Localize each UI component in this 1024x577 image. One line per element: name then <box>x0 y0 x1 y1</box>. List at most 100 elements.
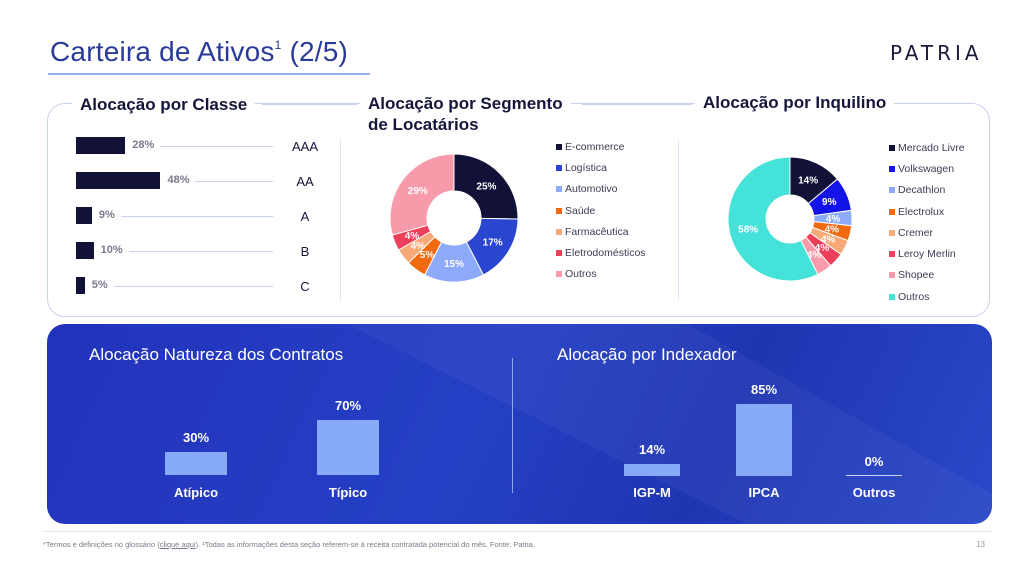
classe-leader-line <box>128 251 273 252</box>
indexador-title: Alocação por Indexador <box>557 345 737 364</box>
column-divider <box>340 140 341 300</box>
legend-label: Electrolux <box>898 205 945 218</box>
page-title-text: Carteira de Ativos <box>50 36 275 67</box>
donut-slice-label: 4% <box>826 214 841 225</box>
legend-item: Logística <box>556 157 646 178</box>
segmento-title-line1: Alocação por Segmento <box>368 94 563 113</box>
segmento-legend: E-commerce Logística Automotivo Saúde Fa… <box>556 136 646 285</box>
legend-swatch <box>889 208 895 215</box>
donut-slice-label: 4% <box>807 250 822 261</box>
legend-swatch <box>889 144 895 151</box>
natureza-bar <box>317 420 379 475</box>
footer-text: *Termos e definições no glossário ( <box>43 540 160 549</box>
classe-title: Alocação por Classe <box>72 95 256 115</box>
classe-leader-line <box>120 216 273 217</box>
inquilino-title: Alocação por Inquilino <box>695 93 895 113</box>
legend-label: Cremer <box>898 226 934 239</box>
donut-slice <box>389 153 455 236</box>
natureza-bar-category: Atípico <box>173 485 219 500</box>
classe-bar-label: 5% <box>91 279 108 291</box>
legend-label: Saúde <box>565 204 596 217</box>
donut-slice <box>453 153 519 220</box>
panel-divider <box>512 358 513 493</box>
classe-bar-label: 28% <box>132 139 155 151</box>
legend-label: Outros <box>565 268 597 281</box>
legend-label: Outros <box>898 290 930 303</box>
legend-label: Eletrodomésticos <box>565 247 646 260</box>
legend-swatch <box>889 187 895 194</box>
classe-bar-label: 9% <box>98 209 115 221</box>
title-underline <box>48 73 370 75</box>
donut-slice-label: 4% <box>815 243 830 254</box>
classe-bar-label: 10% <box>100 244 123 256</box>
legend-item: Outros <box>556 264 646 285</box>
footer-note: *Termos e definições no glossário (cliqu… <box>43 540 535 549</box>
classe-bar-label: 48% <box>167 174 190 186</box>
legend-swatch <box>556 186 562 193</box>
legend-label: Volkswagen <box>898 162 955 175</box>
legend-item: Automotivo <box>556 179 646 200</box>
donut-slice-label: 58% <box>738 224 758 235</box>
classe-bar <box>76 242 94 259</box>
classe-bar <box>76 137 126 154</box>
legend-item: Saúde <box>556 200 646 221</box>
classe-rating-label: AAA <box>291 139 318 154</box>
legend-item: Outros <box>889 286 965 307</box>
indexador-zero-baseline <box>846 475 902 476</box>
legend-item: Leroy Merlin <box>889 243 965 264</box>
page-title-suffix: (2/5) <box>281 36 349 67</box>
donut-slice-label: 14% <box>798 176 818 187</box>
patria-logo: PATRIA <box>890 41 983 65</box>
classe-leader-line <box>160 146 273 147</box>
donut-slice-label: 4% <box>411 241 426 252</box>
legend-item: Cremer <box>889 222 965 243</box>
donut-slice-label: 4% <box>405 231 420 242</box>
legend-item: Eletrodomésticos <box>556 242 646 263</box>
classe-leader-line <box>195 181 273 182</box>
indexador-bar <box>736 403 792 476</box>
legend-label: E-commerce <box>565 140 625 153</box>
classe-leader-line <box>113 286 273 287</box>
legend-swatch <box>556 143 562 150</box>
natureza-bar <box>165 451 227 475</box>
classe-rating-label: C <box>300 279 310 294</box>
legend-swatch <box>556 271 562 278</box>
panel-decoration <box>347 324 992 524</box>
footer-rule <box>43 531 993 532</box>
indexador-bar-value: 0% <box>864 454 884 469</box>
legend-label: Farmacêutica <box>565 225 629 238</box>
donut-slice-label: 4% <box>825 224 840 235</box>
classe-bar <box>76 207 92 224</box>
section-rule <box>262 104 357 105</box>
page-title-footnote: 1 <box>274 38 282 52</box>
legend-label: Decathlon <box>898 184 946 197</box>
legend-swatch <box>889 165 895 172</box>
bottom-blue-panel: Alocação Natureza dos Contratos Alocação… <box>47 324 992 524</box>
legend-item: Volkswagen <box>889 158 965 179</box>
legend-item: Shopee <box>889 265 965 286</box>
page-title: Carteira de Ativos1 (2/5) <box>50 36 348 68</box>
indexador-bar-category: Outros <box>852 485 896 500</box>
segmento-title: Alocação por Segmento de Locatários <box>360 93 571 135</box>
segmento-title-line2: de Locatários <box>368 115 479 134</box>
natureza-bar-category: Típico <box>328 485 368 500</box>
legend-swatch <box>556 164 562 171</box>
classe-rating-label: B <box>300 244 310 259</box>
glossary-link[interactable]: clique aqui <box>159 540 196 549</box>
page-number: 13 <box>976 540 985 549</box>
classe-bar <box>76 172 161 189</box>
classe-rating-label: A <box>300 209 310 224</box>
panel-light-streak <box>347 324 992 524</box>
natureza-bar-value: 70% <box>334 398 362 414</box>
legend-swatch <box>889 272 895 279</box>
column-divider <box>678 140 679 300</box>
donut-slice-label: 5% <box>420 250 435 261</box>
inquilino-legend: Mercado Livre Volkswagen Decathlon Elect… <box>889 137 965 307</box>
donut-slice-label: 4% <box>821 234 836 245</box>
legend-label: Automotivo <box>565 183 618 196</box>
indexador-bar-value: 85% <box>750 381 778 397</box>
indexador-bar-value: 14% <box>638 442 666 458</box>
legend-swatch <box>556 228 562 235</box>
segmento-donut-chart: 25% 17% 15% 5%4%4% 29% <box>389 153 519 283</box>
legend-item: E-commerce <box>556 136 646 157</box>
